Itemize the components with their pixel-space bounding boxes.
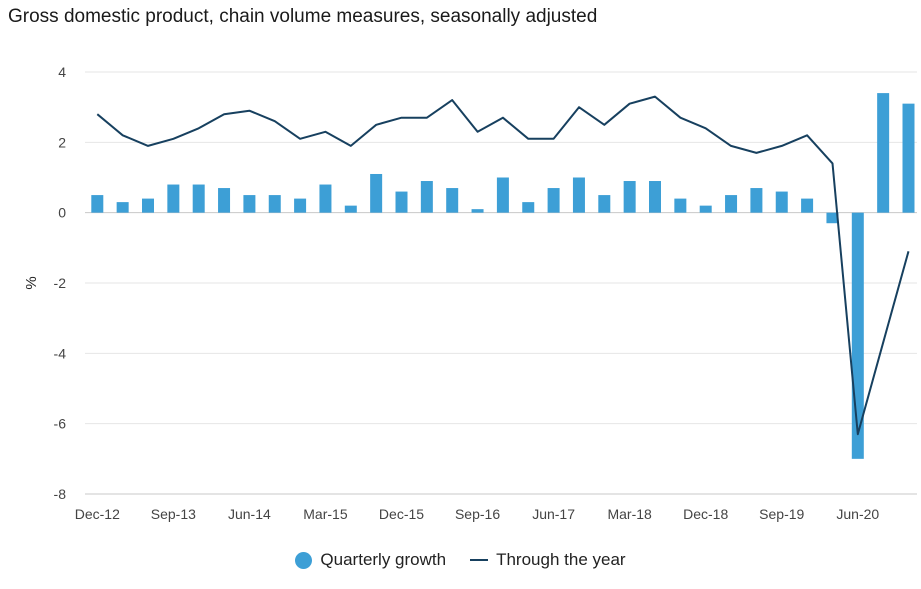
- line-point-Jun-19[interactable]: [753, 150, 759, 156]
- line-point-Dec-17[interactable]: [601, 122, 607, 128]
- line-point-Dec-20[interactable]: [906, 248, 912, 254]
- bar-Jun-19[interactable]: [750, 188, 763, 213]
- quarterly-growth-bars: [91, 93, 915, 459]
- bar-Dec-19[interactable]: [801, 198, 814, 213]
- bar-Mar-13[interactable]: [116, 202, 129, 213]
- y-tick-label: 2: [58, 134, 66, 150]
- bar-Dec-12[interactable]: [91, 195, 104, 213]
- y-axis-ticks: 4 2 0 -2 -4 -6 -8: [54, 64, 67, 502]
- bar-series-swatch: [295, 551, 313, 569]
- y-axis-label: %: [23, 276, 40, 289]
- legend-item-through-the-year[interactable]: Through the year: [470, 550, 626, 570]
- bar-Dec-16[interactable]: [496, 177, 509, 213]
- bar-Jun-13[interactable]: [142, 198, 154, 213]
- line-point-Mar-15[interactable]: [322, 129, 328, 135]
- bar-Sep-13[interactable]: [167, 184, 180, 213]
- x-tick-label: Jun-17: [532, 506, 575, 522]
- line-point-Jun-17[interactable]: [551, 136, 557, 142]
- y-tick-label: 0: [58, 205, 66, 221]
- bar-Mar-20[interactable]: [826, 212, 839, 224]
- bar-Mar-18[interactable]: [623, 181, 636, 213]
- bar-Sep-18[interactable]: [674, 198, 687, 213]
- bar-Dec-17[interactable]: [598, 195, 611, 213]
- line-point-Dec-13[interactable]: [196, 125, 202, 131]
- bar-Mar-16[interactable]: [420, 181, 433, 213]
- bar-Dec-14[interactable]: [294, 198, 307, 213]
- line-point-Sep-19[interactable]: [779, 143, 785, 149]
- line-point-Jun-20[interactable]: [855, 431, 861, 437]
- line-point-Sep-20[interactable]: [880, 340, 886, 346]
- line-point-Mar-18[interactable]: [627, 101, 633, 107]
- y-tick-label: 4: [58, 64, 66, 80]
- y-tick-label: -8: [54, 486, 67, 502]
- x-tick-label: Mar-18: [607, 506, 652, 522]
- bar-Dec-13[interactable]: [192, 184, 205, 213]
- line-point-Sep-13[interactable]: [170, 136, 176, 142]
- through-the-year-line: [94, 94, 912, 437]
- bar-Jun-14[interactable]: [243, 195, 256, 213]
- line-point-Mar-13[interactable]: [120, 132, 126, 138]
- bar-Mar-14[interactable]: [218, 188, 231, 213]
- bar-Jun-17[interactable]: [547, 188, 560, 213]
- y-tick-label: -6: [54, 416, 67, 432]
- line-point-Mar-14[interactable]: [221, 111, 227, 117]
- bar-Jun-18[interactable]: [649, 181, 661, 213]
- bar-Sep-14[interactable]: [268, 195, 281, 213]
- bar-Jun-16[interactable]: [446, 188, 459, 213]
- line-point-Sep-17[interactable]: [576, 104, 582, 110]
- legend-item-quarterly-growth[interactable]: Quarterly growth: [295, 550, 446, 570]
- x-tick-label: Sep-16: [455, 506, 500, 522]
- line-point-Jun-14[interactable]: [246, 108, 252, 114]
- y-tick-label: -2: [54, 275, 67, 291]
- line-point-Mar-19[interactable]: [728, 143, 734, 149]
- line-point-Dec-18[interactable]: [703, 125, 709, 131]
- bar-Sep-16[interactable]: [471, 209, 484, 213]
- bar-Sep-19[interactable]: [775, 191, 788, 213]
- bar-Sep-17[interactable]: [572, 177, 585, 213]
- bar-Sep-15[interactable]: [370, 173, 383, 213]
- legend-label-through-the-year: Through the year: [496, 550, 626, 569]
- line-point-Dec-12[interactable]: [94, 111, 100, 117]
- chart-title: Gross domestic product, chain volume mea…: [8, 6, 598, 27]
- x-tick-label: Jun-14: [228, 506, 271, 522]
- line-point-Dec-15[interactable]: [399, 115, 405, 121]
- line-point-Mar-20[interactable]: [829, 160, 835, 166]
- bar-Dec-20[interactable]: [902, 103, 915, 213]
- bar-Jun-15[interactable]: [344, 205, 357, 213]
- bar-Mar-17[interactable]: [522, 202, 535, 213]
- bar-Dec-15[interactable]: [395, 191, 408, 213]
- legend: Quarterly growth Through the year: [0, 550, 921, 570]
- line-point-Jun-13[interactable]: [145, 143, 151, 149]
- line-point-Dec-19[interactable]: [804, 132, 810, 138]
- x-axis-ticks: Dec-12 Sep-13 Jun-14 Mar-15 Dec-15 Sep-16 Jun-…: [75, 506, 880, 522]
- bar-Mar-19[interactable]: [725, 195, 738, 213]
- x-tick-label: Dec-18: [683, 506, 728, 522]
- line-point-Sep-18[interactable]: [677, 115, 683, 121]
- line-point-Dec-16[interactable]: [500, 115, 506, 121]
- y-tick-label: -4: [54, 345, 67, 361]
- line-point-Jun-18[interactable]: [652, 94, 658, 100]
- line-point-Sep-15[interactable]: [373, 122, 379, 128]
- line-point-Sep-16[interactable]: [475, 129, 481, 135]
- line-series-swatch: [470, 559, 489, 561]
- line-point-Sep-14[interactable]: [272, 118, 278, 124]
- line-point-Mar-16[interactable]: [424, 115, 430, 121]
- bar-Dec-18[interactable]: [699, 205, 712, 213]
- x-tick-label: Mar-15: [303, 506, 348, 522]
- x-tick-label: Sep-19: [759, 506, 804, 522]
- line-point-Jun-16[interactable]: [449, 97, 455, 103]
- line-point-Dec-14[interactable]: [297, 136, 303, 142]
- legend-label-quarterly-growth: Quarterly growth: [320, 550, 447, 569]
- x-tick-label: Jun-20: [836, 506, 879, 522]
- line-point-Jun-15[interactable]: [348, 143, 354, 149]
- x-tick-label: Dec-15: [379, 506, 424, 522]
- x-tick-label: Dec-12: [75, 506, 120, 522]
- bar-Mar-15[interactable]: [319, 184, 332, 213]
- through-the-year-series-line[interactable]: [96, 95, 910, 436]
- gridlines: [85, 71, 917, 495]
- line-point-Mar-17[interactable]: [525, 136, 531, 142]
- bar-Sep-20[interactable]: [877, 93, 890, 213]
- x-tick-label: Sep-13: [151, 506, 196, 522]
